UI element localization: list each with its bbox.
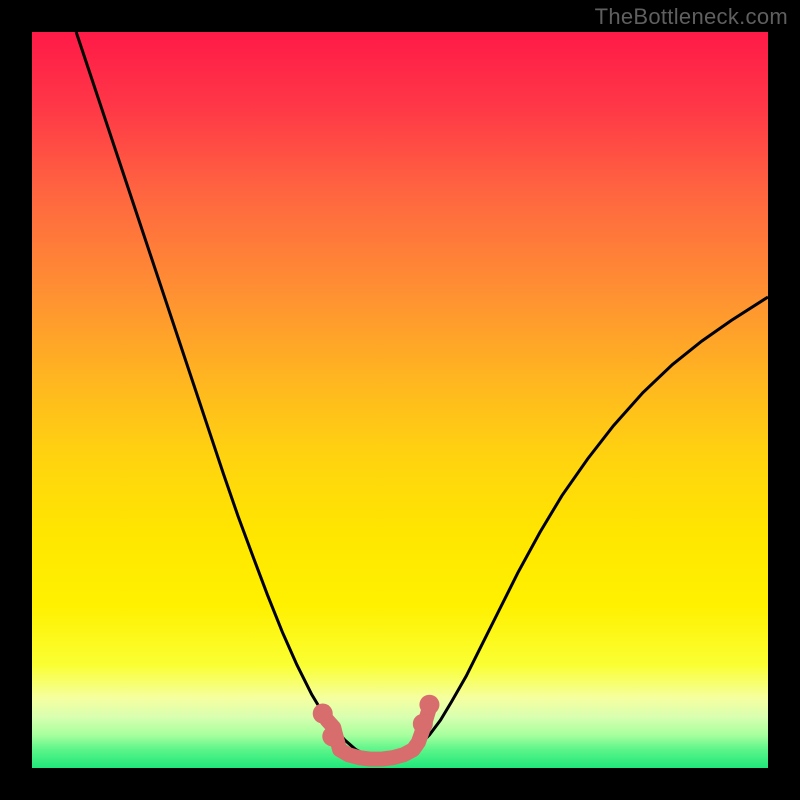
- highlight-cap: [313, 704, 333, 724]
- bottleneck-chart: [0, 0, 800, 800]
- highlight-cap: [419, 695, 439, 715]
- highlight-cap: [413, 714, 433, 734]
- chart-container: TheBottleneck.com: [0, 0, 800, 800]
- highlight-cap: [322, 726, 342, 746]
- plot-background: [32, 32, 768, 768]
- watermark-text: TheBottleneck.com: [595, 4, 788, 30]
